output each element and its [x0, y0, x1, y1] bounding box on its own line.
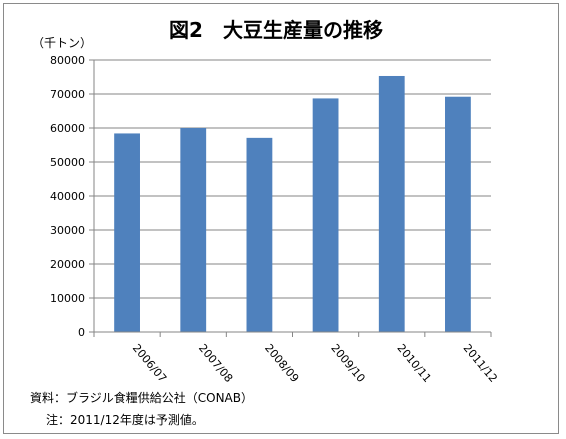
- y-tick-label: 10000: [50, 292, 85, 305]
- footnote: 注：2011/12年度は予測値。: [46, 413, 204, 427]
- y-tick-label: 50000: [50, 156, 85, 169]
- bar: [114, 133, 140, 332]
- y-tick-label: 80000: [50, 54, 85, 67]
- bar: [312, 98, 339, 332]
- y-tick-label: 60000: [50, 122, 85, 135]
- x-tick-label: 2009/10: [328, 342, 367, 385]
- x-tick-label: 2006/07: [130, 342, 169, 385]
- bar: [180, 128, 207, 332]
- x-tick-label: 2008/09: [262, 342, 301, 385]
- bars: [114, 75, 471, 332]
- y-tick-label: 0: [78, 326, 85, 339]
- y-tick-label: 70000: [50, 88, 85, 101]
- bar: [445, 96, 471, 332]
- bar: [246, 137, 273, 332]
- y-axis-unit: （千トン）: [32, 36, 92, 50]
- y-tick-label: 30000: [50, 224, 85, 237]
- chart-title: 図2 大豆生産量の推移: [169, 18, 383, 42]
- x-tick-label: 2011/12: [461, 342, 500, 385]
- y-tick-labels: 0 10000 20000 30000 40000 50000 60000 70000 8000…: [50, 54, 94, 339]
- bar: [378, 75, 405, 332]
- x-tick-label: 2007/08: [196, 342, 235, 385]
- y-tick-label: 40000: [50, 190, 85, 203]
- y-tick-label: 20000: [50, 258, 85, 271]
- x-tick-label: 2010/11: [394, 342, 433, 385]
- axes: [93, 60, 492, 337]
- source-note: 資料：ブラジル食糧供給公社（CONAB）: [30, 391, 254, 405]
- gridlines: [94, 59, 491, 299]
- x-tick-labels: 2006/07 2007/08 2008/09 2009/10 2010/11 2011/…: [130, 342, 500, 385]
